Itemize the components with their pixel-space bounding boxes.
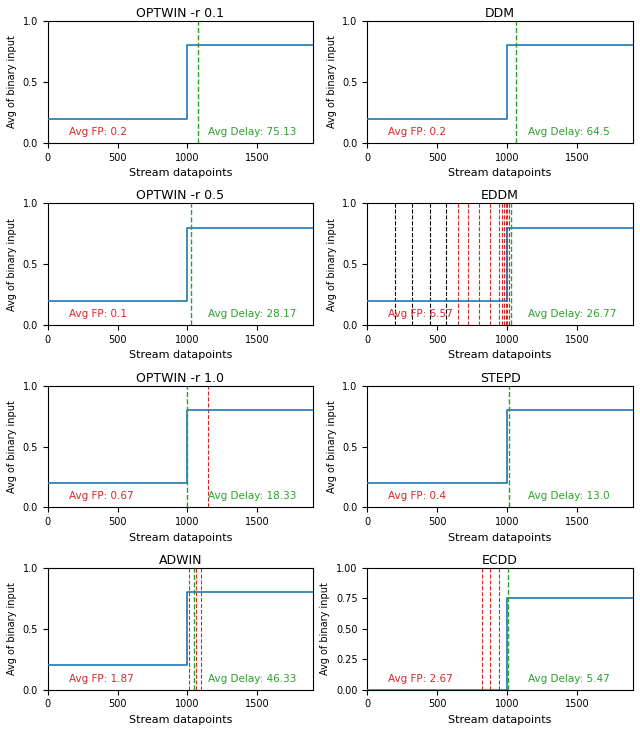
X-axis label: Stream datapoints: Stream datapoints [449, 533, 552, 542]
Text: Avg Delay: 46.33: Avg Delay: 46.33 [209, 673, 297, 684]
Title: OPTWIN -r 0.5: OPTWIN -r 0.5 [136, 190, 225, 202]
X-axis label: Stream datapoints: Stream datapoints [449, 351, 552, 360]
Title: OPTWIN -r 1.0: OPTWIN -r 1.0 [136, 372, 225, 384]
Text: Avg FP: 0.4: Avg FP: 0.4 [388, 491, 446, 501]
Text: Avg Delay: 28.17: Avg Delay: 28.17 [209, 309, 297, 319]
Title: EDDM: EDDM [481, 190, 519, 202]
Text: Avg Delay: 26.77: Avg Delay: 26.77 [528, 309, 616, 319]
Text: Avg Delay: 18.33: Avg Delay: 18.33 [209, 491, 297, 501]
Y-axis label: Avg of binary input: Avg of binary input [7, 400, 17, 493]
Title: ADWIN: ADWIN [159, 554, 202, 567]
Text: Avg FP: 2.67: Avg FP: 2.67 [388, 673, 453, 684]
Title: OPTWIN -r 0.1: OPTWIN -r 0.1 [136, 7, 225, 20]
Text: Avg FP: 0.2: Avg FP: 0.2 [388, 127, 446, 137]
Text: Avg FP: 6.57: Avg FP: 6.57 [388, 309, 453, 319]
Text: Avg FP: 0.67: Avg FP: 0.67 [68, 491, 133, 501]
Text: Avg FP: 0.2: Avg FP: 0.2 [68, 127, 127, 137]
Text: Avg Delay: 75.13: Avg Delay: 75.13 [209, 127, 297, 137]
Title: ECDD: ECDD [482, 554, 518, 567]
Y-axis label: Avg of binary input: Avg of binary input [7, 36, 17, 128]
Y-axis label: Avg of binary input: Avg of binary input [7, 583, 17, 676]
X-axis label: Stream datapoints: Stream datapoints [129, 168, 232, 178]
X-axis label: Stream datapoints: Stream datapoints [129, 533, 232, 542]
Text: Avg Delay: 5.47: Avg Delay: 5.47 [528, 673, 610, 684]
Y-axis label: Avg of binary input: Avg of binary input [321, 583, 330, 676]
Text: Avg FP: 1.87: Avg FP: 1.87 [68, 673, 133, 684]
Title: DDM: DDM [485, 7, 515, 20]
Text: Avg Delay: 13.0: Avg Delay: 13.0 [528, 491, 610, 501]
Y-axis label: Avg of binary input: Avg of binary input [326, 400, 337, 493]
X-axis label: Stream datapoints: Stream datapoints [129, 351, 232, 360]
Y-axis label: Avg of binary input: Avg of binary input [326, 218, 337, 310]
Text: Avg Delay: 64.5: Avg Delay: 64.5 [528, 127, 610, 137]
X-axis label: Stream datapoints: Stream datapoints [449, 715, 552, 725]
X-axis label: Stream datapoints: Stream datapoints [129, 715, 232, 725]
Y-axis label: Avg of binary input: Avg of binary input [326, 36, 337, 128]
Title: STEPD: STEPD [480, 372, 520, 384]
Y-axis label: Avg of binary input: Avg of binary input [7, 218, 17, 310]
Text: Avg FP: 0.1: Avg FP: 0.1 [68, 309, 127, 319]
X-axis label: Stream datapoints: Stream datapoints [449, 168, 552, 178]
